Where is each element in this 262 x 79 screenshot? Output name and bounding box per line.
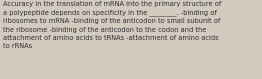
Text: Accuracy in the translation of mRNA into the primary structure of
a polypeptide : Accuracy in the translation of mRNA into… <box>3 1 221 49</box>
